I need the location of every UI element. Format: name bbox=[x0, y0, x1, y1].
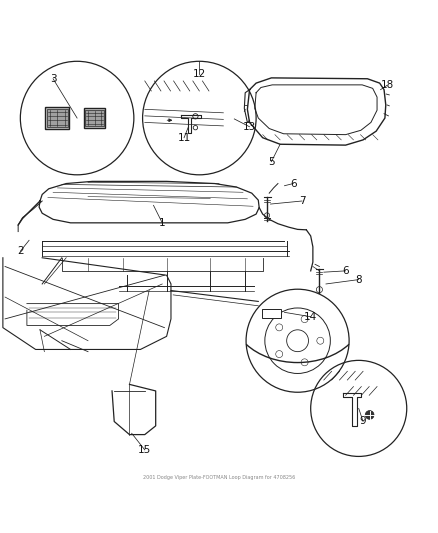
Circle shape bbox=[365, 410, 374, 419]
Bar bbox=[85, 110, 104, 126]
Bar bbox=[47, 109, 68, 127]
Bar bbox=[46, 107, 70, 129]
Text: 1: 1 bbox=[159, 218, 166, 228]
Bar bbox=[84, 108, 106, 128]
Text: 2001 Dodge Viper Plate-FOOTMAN Loop Diagram for 4708256: 2001 Dodge Viper Plate-FOOTMAN Loop Diag… bbox=[143, 475, 295, 480]
Text: 13: 13 bbox=[243, 122, 256, 132]
Text: 9: 9 bbox=[360, 416, 367, 426]
Text: 8: 8 bbox=[355, 274, 362, 285]
Text: 2: 2 bbox=[17, 246, 24, 256]
Text: 11: 11 bbox=[177, 133, 191, 143]
Text: 14: 14 bbox=[304, 312, 317, 322]
Text: 18: 18 bbox=[381, 80, 394, 90]
Text: 15: 15 bbox=[138, 445, 152, 455]
Text: 3: 3 bbox=[50, 74, 57, 84]
Bar bbox=[262, 309, 282, 318]
Text: 6: 6 bbox=[290, 179, 297, 189]
Text: 12: 12 bbox=[193, 69, 206, 79]
Text: 7: 7 bbox=[299, 196, 305, 206]
Text: 6: 6 bbox=[343, 266, 349, 276]
Text: 5: 5 bbox=[268, 157, 275, 167]
